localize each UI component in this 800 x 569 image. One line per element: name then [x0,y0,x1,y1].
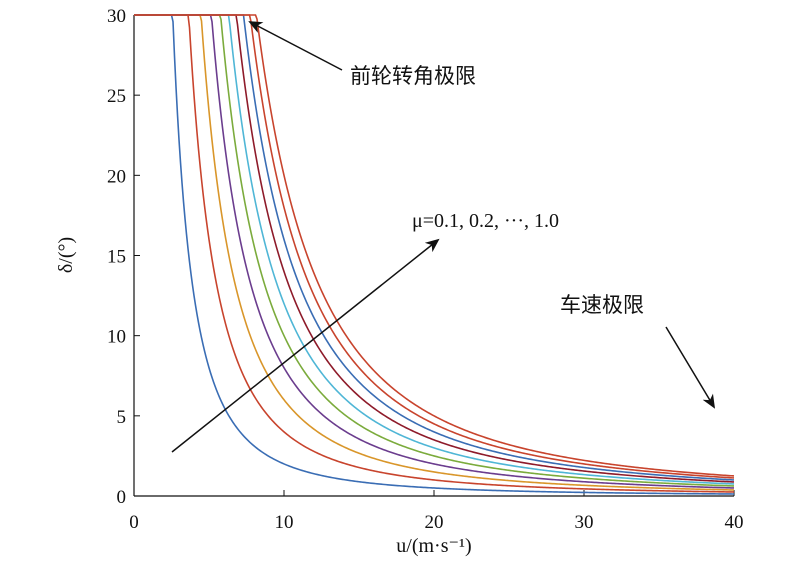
y-axis-ticks: 0 5 10 15 20 25 30 [107,6,140,508]
series-line-mu-1 [134,14,735,477]
x-tick-label: 10 [275,512,294,533]
y-tick-label: 20 [107,166,126,187]
x-tick-label: 30 [575,512,594,533]
series-line-mu-0.2 [134,14,735,493]
y-tick-label: 10 [107,327,126,348]
mu-range-label: μ=0.1, 0.2, ···, 1.0 [412,210,559,232]
y-tick-label: 30 [107,6,126,27]
speed-limit-label: 车速极限 [560,293,644,317]
series-line-mu-0.6 [134,14,735,485]
speed-limit-arrow [665,326,716,409]
series-line-mu-0.4 [134,14,735,489]
y-axis-label: δ/(°) [55,237,77,273]
series-line-mu-0.3 [134,14,735,491]
front-wheel-limit-label: 前轮转角极限 [350,64,476,88]
x-axis-label: u/(m·s⁻¹) [396,535,471,557]
y-tick-label: 15 [107,247,126,268]
series-line-mu-0.1 [134,14,735,495]
y-tick-label: 25 [107,86,126,107]
front-wheel-limit-arrow [248,21,343,71]
x-axis-ticks: 0 10 20 30 40 [129,490,744,533]
data-series-group [134,14,735,495]
mu-direction-arrow [171,238,440,453]
y-tick-label: 0 [117,487,127,508]
series-line-mu-0.5 [134,14,735,487]
x-tick-label: 20 [425,512,444,533]
y-tick-label: 5 [117,407,127,428]
x-tick-label: 40 [725,512,744,533]
x-tick-label: 0 [129,512,139,533]
